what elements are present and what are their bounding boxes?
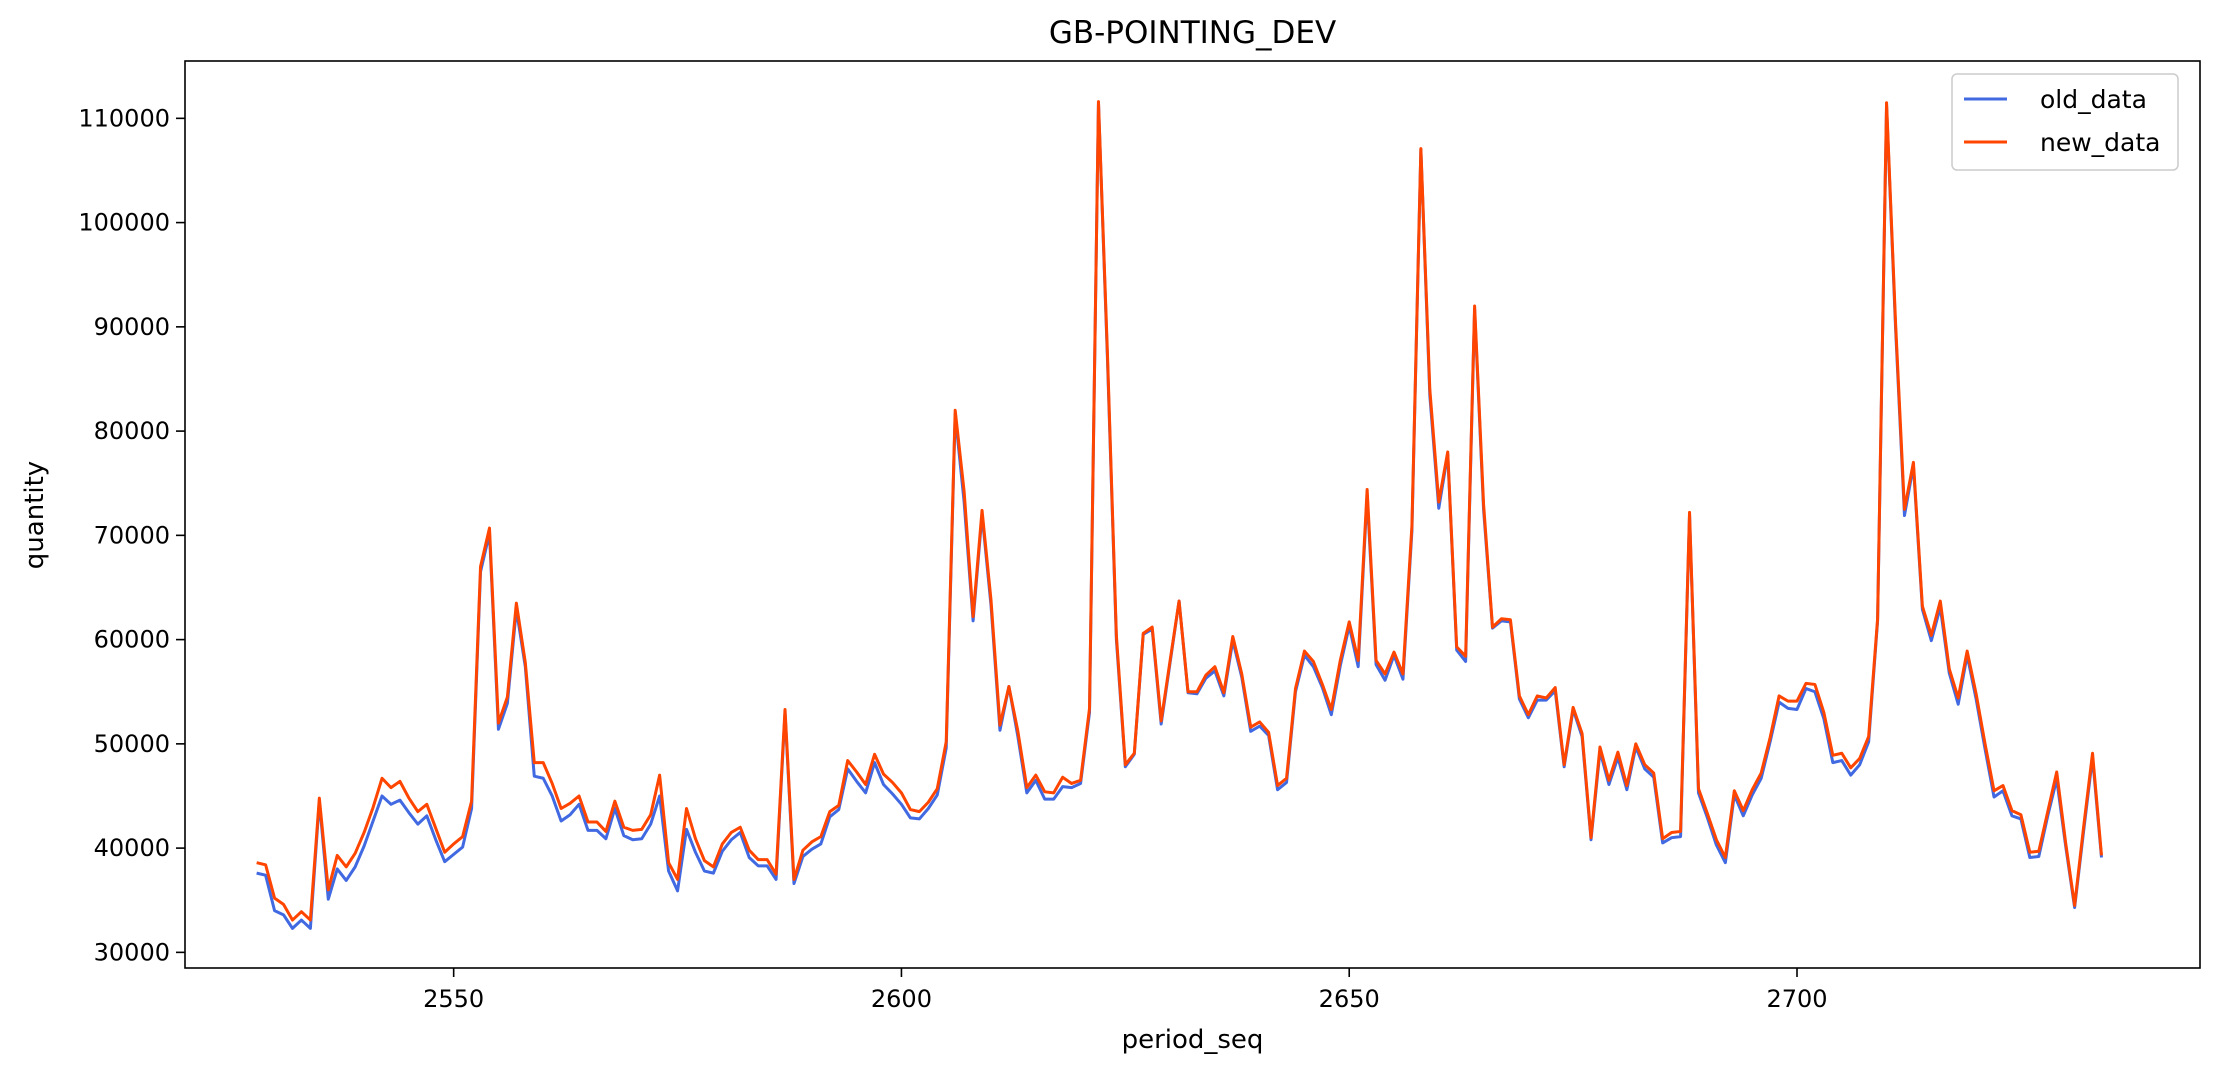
x-tick-label: 2550 <box>423 985 484 1013</box>
legend: old_data new_data <box>1951 73 2179 171</box>
plot-area <box>256 100 2103 930</box>
legend-label-old-data: old_data <box>2040 85 2147 114</box>
legend-label-new-data: new_data <box>2040 128 2160 157</box>
y-axis-label: quantity <box>20 461 50 569</box>
y-tick-label: 80000 <box>94 417 170 445</box>
plot-frame <box>184 60 2201 969</box>
x-axis: 2550 2600 2650 2700 <box>423 968 1828 1013</box>
x-axis-label: period_seq <box>1122 1025 1264 1055</box>
x-tick-label: 2650 <box>1319 985 1380 1013</box>
y-tick-label: 30000 <box>94 938 170 966</box>
chart-title: GB-POINTING_DEV <box>1049 15 1336 51</box>
x-tick-label: 2600 <box>871 985 932 1013</box>
series-line-new-data <box>256 100 2103 922</box>
y-tick-label: 40000 <box>94 834 170 862</box>
y-tick-label: 70000 <box>94 521 170 549</box>
y-tick-label: 60000 <box>94 626 170 654</box>
legend-box <box>1951 73 2179 171</box>
y-tick-label: 90000 <box>94 313 170 341</box>
y-axis: 30000 40000 50000 60000 70000 80000 90000 10000… <box>78 104 185 966</box>
y-tick-label: 100000 <box>78 209 170 237</box>
y-tick-label: 50000 <box>94 730 170 758</box>
y-tick-label: 110000 <box>78 104 170 132</box>
x-tick-label: 2700 <box>1766 985 1827 1013</box>
